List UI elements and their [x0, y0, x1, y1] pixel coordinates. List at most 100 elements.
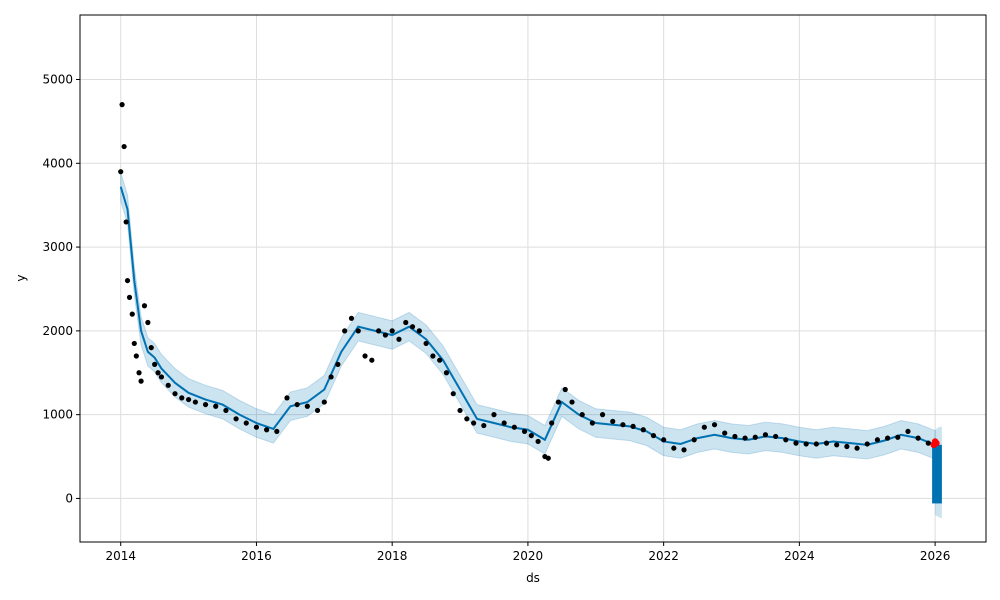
observed-point: [864, 441, 870, 447]
observed-point: [773, 433, 779, 440]
observed-point: [243, 420, 249, 426]
observed-point: [409, 324, 416, 330]
observed-point: [535, 438, 541, 445]
observed-point: [661, 437, 667, 443]
observed-point: [403, 319, 409, 326]
observed-point: [423, 340, 429, 347]
observed-point: [545, 455, 551, 461]
observed-point: [382, 332, 388, 338]
observed-point: [376, 328, 382, 334]
observed-point: [579, 412, 585, 418]
observed-point: [762, 432, 769, 438]
observed-point: [803, 441, 809, 447]
observed-point: [620, 422, 626, 428]
observed-point: [905, 428, 911, 435]
recent-point: [933, 439, 940, 447]
observed-point: [355, 328, 361, 334]
observed-point: [481, 422, 487, 429]
observed-point: [783, 437, 789, 443]
observed-point: [179, 395, 185, 401]
observed-point: [437, 357, 443, 363]
y-tick-label: 4000: [42, 156, 73, 170]
observed-point: [722, 430, 728, 436]
x-tick-label: 2020: [513, 549, 544, 563]
observed-point: [369, 357, 375, 363]
observed-point: [342, 328, 348, 334]
observed-point: [165, 382, 171, 388]
observed-point: [158, 374, 165, 380]
observed-point: [854, 445, 860, 451]
observed-point: [141, 303, 148, 309]
observed-point: [362, 353, 368, 359]
observed-point: [528, 432, 534, 439]
observed-point: [389, 328, 395, 334]
observed-point: [430, 353, 436, 359]
observed-point: [348, 315, 355, 321]
observed-point: [185, 396, 192, 403]
observed-point: [335, 361, 341, 367]
x-axis-ticks: 2014 2016 2018 2020 2022 2024 2026: [105, 542, 950, 563]
observed-point: [630, 423, 636, 429]
observed-point: [562, 386, 568, 393]
uncertainty-band-group: [120, 172, 942, 519]
x-tick-label: 2018: [377, 549, 408, 563]
x-tick-label: 2024: [784, 549, 815, 563]
observed-point: [491, 412, 497, 418]
observed-point: [874, 437, 881, 443]
x-tick-label: 2016: [241, 549, 272, 563]
observed-point: [549, 420, 555, 426]
observed-point: [294, 401, 300, 408]
observed-point: [148, 345, 154, 351]
observed-points-group: [118, 102, 931, 461]
observed-point: [304, 403, 310, 409]
observed-point: [119, 102, 125, 108]
observed-point: [138, 378, 144, 384]
future-forecast-block: [932, 444, 942, 504]
observed-point: [640, 427, 646, 433]
observed-point: [123, 219, 129, 225]
observed-point: [884, 435, 891, 441]
observed-point: [213, 403, 219, 409]
observed-point: [589, 420, 595, 426]
observed-point: [813, 441, 819, 447]
y-tick-label: 1000: [42, 408, 73, 422]
observed-point: [223, 407, 229, 414]
observed-point: [915, 435, 921, 441]
x-tick-label: 2026: [920, 549, 951, 563]
observed-point: [443, 370, 450, 376]
y-tick-label: 0: [65, 491, 73, 505]
observed-point: [834, 442, 840, 448]
observed-point: [691, 437, 697, 443]
observed-point: [233, 416, 239, 422]
observed-point: [152, 361, 158, 367]
y-tick-label: 5000: [42, 73, 73, 87]
observed-point: [681, 447, 687, 453]
observed-point: [396, 336, 402, 342]
observed-point: [274, 428, 280, 435]
observed-point: [253, 424, 260, 430]
observed-point: [844, 443, 850, 450]
observed-point: [732, 433, 738, 440]
observed-point: [202, 401, 209, 408]
observed-point: [172, 391, 178, 397]
observed-point: [511, 424, 517, 430]
observed-point: [314, 407, 321, 414]
observed-point: [521, 428, 528, 435]
y-axis-label: y: [14, 274, 28, 281]
observed-point: [121, 143, 127, 150]
observed-point: [284, 395, 290, 401]
recent-points-group: [930, 438, 940, 449]
observed-point: [610, 418, 616, 424]
x-tick-label: 2022: [648, 549, 679, 563]
observed-point: [131, 340, 137, 347]
observed-point: [145, 319, 151, 326]
observed-point: [742, 435, 748, 441]
observed-point: [155, 370, 161, 376]
observed-point: [650, 432, 657, 439]
observed-point: [711, 422, 718, 428]
observed-point: [501, 420, 507, 426]
observed-point: [471, 420, 477, 426]
observed-point: [925, 440, 931, 446]
observed-point: [192, 399, 198, 405]
observed-point: [701, 424, 707, 430]
